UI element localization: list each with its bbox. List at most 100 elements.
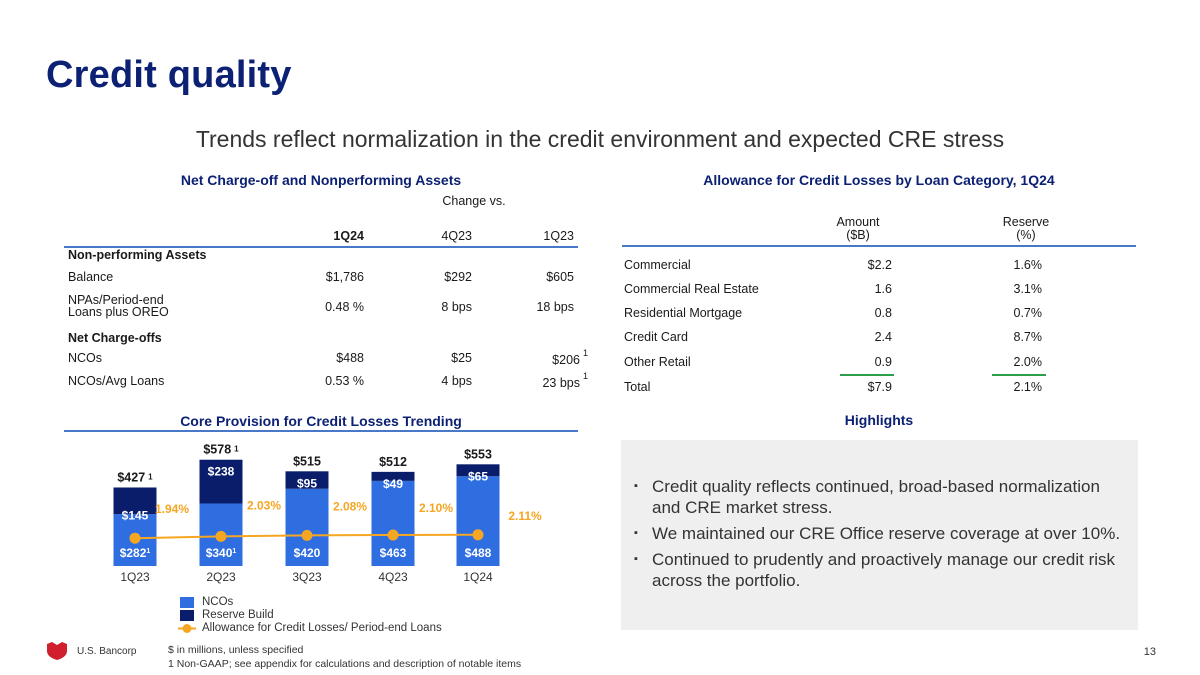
table-row: Credit Card 2.4 8.7% — [622, 330, 1136, 348]
acl-ratio-point — [472, 529, 484, 541]
bar-reserve-build — [113, 487, 157, 515]
footnote-marker: 1 — [234, 445, 239, 454]
bar-reserve-build — [199, 459, 243, 504]
row-label: Total — [624, 380, 651, 394]
row-value-4q23: $292 — [444, 270, 472, 284]
table-row: Balance $1,786 $292 $605 — [64, 270, 578, 288]
acl-ratio-point — [387, 529, 399, 541]
row-reserve: 0.7% — [1013, 306, 1043, 320]
row-value-1q24: 0.48 % — [325, 300, 364, 314]
legend-swatch — [180, 597, 194, 608]
footnote-non-gaap: 1 Non-GAAP; see appendix for calculation… — [168, 658, 522, 670]
x-tick-label: 1Q23 — [120, 570, 150, 584]
nco-header-rule — [64, 246, 578, 248]
change-vs-label: Change vs. — [442, 194, 506, 208]
col-1q24: 1Q24 — [333, 229, 364, 243]
provision-chart: $2821 $145 $427 1 1Q23 $3401 $238 $578 1 2Q23 $420… — [113, 443, 542, 584]
footnote-units: $ in millions, unless specified — [168, 644, 304, 656]
bar-total-label: $427 1 — [117, 470, 153, 484]
bar-reserve-build — [285, 471, 329, 489]
row-amount: $7.9 — [867, 380, 892, 394]
usbank-shield-icon — [47, 642, 67, 660]
chart-heading: Core Provision for Credit Losses Trendin… — [180, 413, 462, 429]
x-tick-label: 3Q23 — [292, 570, 322, 584]
bar-label-ncos: $420 — [294, 546, 321, 560]
col-4q23: 4Q23 — [441, 229, 472, 243]
bar-total-label: $512 — [379, 455, 407, 469]
bar-label-ncos: $2821 — [120, 546, 151, 560]
acl-ratio-label: 2.10% — [419, 501, 453, 515]
row-value-1q23: 18 bps — [536, 300, 574, 314]
list-item: ▪ Credit quality reflects continued, broa… — [634, 477, 1100, 517]
table-row: Net Charge-offs — [64, 331, 578, 349]
total-rule-reserve — [992, 374, 1046, 376]
row-label: NPAs/Period-end Loans plus OREO — [68, 293, 169, 319]
x-tick-label: 2Q23 — [206, 570, 236, 584]
bar-total-label: $578 1 — [203, 443, 239, 457]
list-item: ▪ Continued to prudently and proactively … — [634, 550, 1116, 590]
row-label: Commercial Real Estate — [624, 282, 759, 296]
page-title: Credit quality — [46, 54, 292, 96]
highlights-list: ▪ Credit quality reflects continued, broa… — [632, 476, 1132, 596]
acl-header-rule — [622, 245, 1136, 247]
table-row: Total $7.9 2.1% — [622, 380, 1136, 398]
acl-header-row: Amount ($B) Reserve (%) — [622, 216, 1136, 246]
row-amount: 0.8 — [874, 306, 892, 320]
legend-label: Allowance for Credit Losses/ Period-end … — [202, 622, 442, 634]
footnote-marker: 1 — [232, 548, 236, 555]
table-row: NCOs $488 $25 $2061 — [64, 348, 588, 369]
row-label: Other Retail — [624, 355, 691, 369]
table-row: Commercial Real Estate 1.6 3.1% — [622, 282, 1136, 300]
change-vs-row: Change vs. — [64, 194, 578, 212]
legend-item-reserve-build: Reserve Build — [180, 609, 442, 622]
bar-ncos — [285, 488, 329, 566]
bar-label-reserve-build: $65 — [468, 469, 488, 483]
footnotes: $ in millions, unless specified 1 Non-GA… — [168, 643, 521, 671]
row-label: Credit Card — [624, 330, 688, 344]
footnote-marker: 1 — [148, 472, 153, 481]
bar-reserve-build — [456, 464, 500, 477]
acl-ratio-point — [129, 532, 141, 544]
list-item: ▪ We maintained our CRE Office reserve co… — [634, 524, 1121, 543]
acl-ratio-label: 1.94% — [155, 502, 189, 516]
total-rule-amount — [840, 374, 894, 376]
x-tick-label: 4Q23 — [378, 570, 408, 584]
bar-label-reserve-build: $238 — [208, 465, 235, 479]
row-value-4q23: $25 — [451, 351, 472, 365]
bar-label-reserve-build: $49 — [383, 477, 403, 491]
table-row: Commercial $2.2 1.6% — [622, 258, 1136, 276]
col-reserve: Reserve (%) — [1002, 215, 1050, 242]
row-label: NCOs/Avg Loans — [68, 374, 165, 388]
row-reserve: 8.7% — [1013, 330, 1043, 344]
acl-ratio-point — [301, 529, 313, 541]
row-value-4q23: 8 bps — [441, 300, 472, 314]
page-number: 13 — [1143, 646, 1156, 658]
bar-label-ncos: $3401 — [206, 546, 237, 560]
bullet-icon: ▪ — [634, 480, 638, 492]
row-amount: 1.6 — [874, 282, 892, 296]
highlights-panel — [621, 440, 1138, 630]
bar-total-label: $515 — [293, 454, 321, 468]
bar-reserve-build — [371, 471, 415, 481]
legend-item-ncos: NCOs — [180, 596, 442, 609]
legend-line-marker — [178, 624, 196, 633]
footnote-marker: 1 — [146, 548, 150, 555]
bullet-icon: ▪ — [634, 553, 638, 565]
row-amount: 0.9 — [874, 355, 892, 369]
row-reserve: 2.1% — [1013, 380, 1043, 394]
col-amount: Amount ($B) — [836, 215, 880, 242]
bar-total-label: $553 — [464, 447, 492, 461]
legend-item-acl-ratio: Allowance for Credit Losses/ Period-end … — [178, 622, 442, 635]
row-value-1q24: 0.53 % — [325, 374, 364, 388]
acl-ratio-point — [215, 530, 227, 542]
row-reserve: 1.6% — [1013, 258, 1043, 272]
row-value-1q23: $605 — [546, 270, 574, 284]
legend-label: NCOs — [202, 596, 234, 608]
section-label: Net Charge-offs — [68, 331, 162, 345]
bullet-icon: ▪ — [634, 527, 638, 539]
x-tick-label: 1Q24 — [463, 570, 493, 584]
footnote-marker: 1 — [582, 371, 588, 381]
table-row: Residential Mortgage 0.8 0.7% — [622, 306, 1136, 324]
table-row: NPAs/Period-end Loans plus OREO 0.48 % 8… — [64, 294, 578, 322]
nco-header-row: 1Q24 4Q23 1Q23 — [64, 229, 578, 247]
